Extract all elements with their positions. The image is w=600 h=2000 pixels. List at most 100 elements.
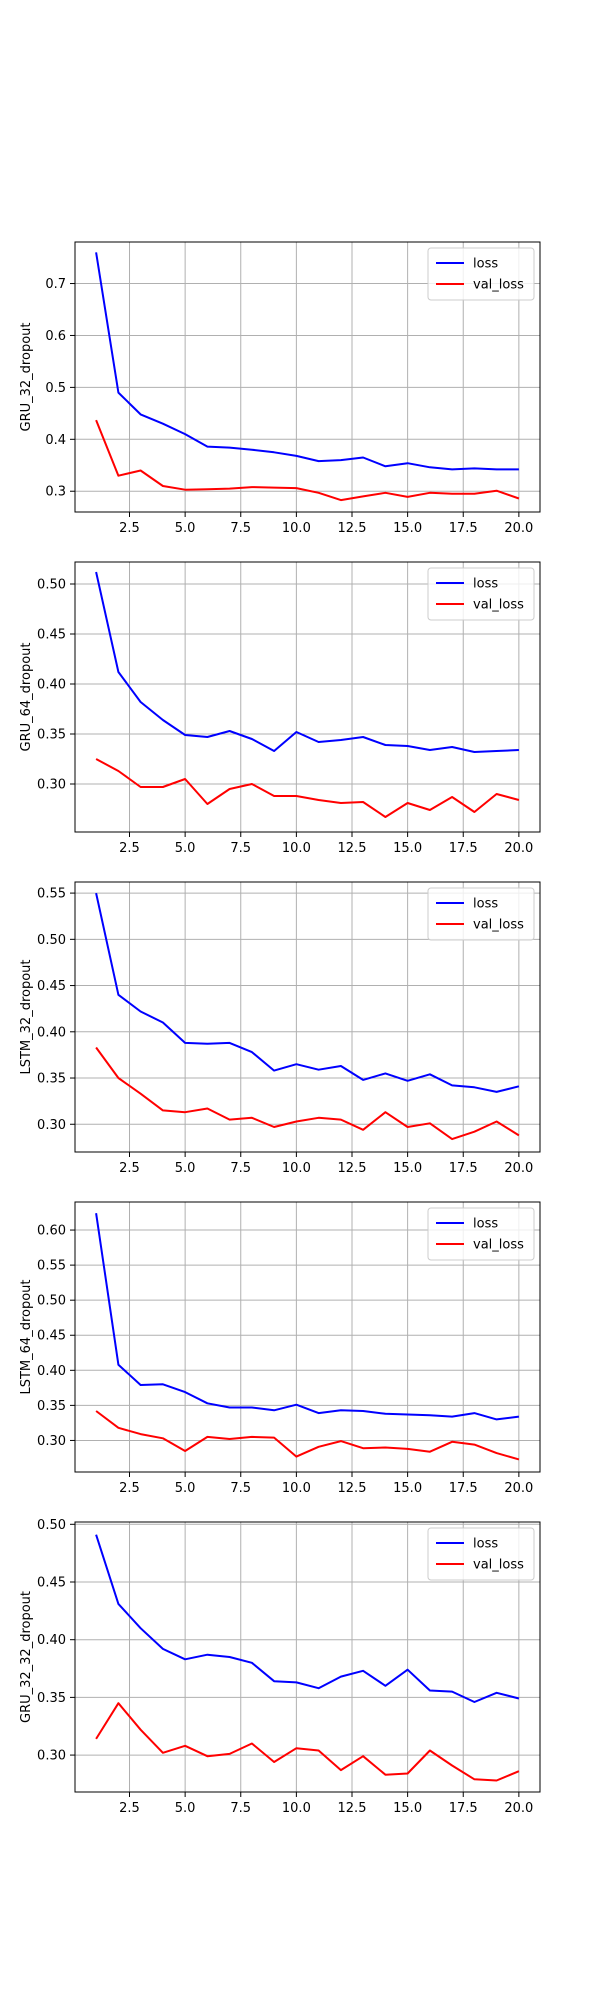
y-tick-label: 0.45 xyxy=(37,1576,66,1591)
x-tick-label: 20.0 xyxy=(504,1801,533,1816)
y-tick-label: 0.50 xyxy=(37,1518,66,1533)
y-tick-label: 0.35 xyxy=(37,1072,66,1087)
y-axis-title: GRU_32_dropout xyxy=(19,323,34,432)
y-tick-label: 0.3 xyxy=(45,485,66,500)
y-tick-label: 0.45 xyxy=(37,979,66,994)
series-line-val-loss xyxy=(95,1410,520,1461)
x-tick-label: 20.0 xyxy=(504,1161,533,1176)
series-line-val-loss xyxy=(95,758,520,818)
axes-frame xyxy=(74,561,541,833)
series-line-loss xyxy=(95,252,519,471)
chart-panel-3: 2.5 5.0 7.5 10.0 12.5 15.0 17.5 20.0 0.30 0.35 0.4… xyxy=(19,881,541,1176)
series-line-loss xyxy=(95,571,519,753)
y-tick-label: 0.50 xyxy=(37,933,66,948)
legend-label-loss: loss xyxy=(473,1217,498,1232)
x-tick-label: 10.0 xyxy=(282,521,311,536)
x-tick-label: 7.5 xyxy=(230,1801,251,1816)
legend-box xyxy=(427,247,535,301)
y-tick-label: 0.35 xyxy=(37,1691,66,1706)
x-tick-label: 7.5 xyxy=(230,1481,251,1496)
legend-label-loss: loss xyxy=(473,257,498,272)
legend: loss val_loss xyxy=(427,887,535,941)
x-tick-label: 2.5 xyxy=(119,1481,140,1496)
y-axis-title: GRU_64_dropout xyxy=(19,643,34,752)
y-axis-title: GRU_32_32_dropout xyxy=(19,1591,34,1723)
x-tick-label: 17.5 xyxy=(449,841,478,856)
legend-box xyxy=(427,1207,535,1261)
y-tick-label: 0.40 xyxy=(37,1633,66,1648)
x-tick-label: 2.5 xyxy=(119,841,140,856)
x-tick-label: 2.5 xyxy=(119,521,140,536)
legend-label-val-loss: val_loss xyxy=(473,598,524,613)
y-tick-label: 0.6 xyxy=(45,329,66,344)
x-tick-label: 15.0 xyxy=(393,521,422,536)
y-tick-label: 0.40 xyxy=(37,1025,66,1040)
y-tick-label: 0.50 xyxy=(37,578,66,593)
y-axis-title: LSTM_64_dropout xyxy=(19,1279,34,1394)
series-line-val-loss xyxy=(95,419,520,502)
y-tick-label: 0.30 xyxy=(37,1118,66,1133)
series-line-loss xyxy=(95,1213,520,1421)
series-line-loss xyxy=(95,1534,520,1703)
x-tick-label: 7.5 xyxy=(230,521,251,536)
y-tick-label: 0.7 xyxy=(45,277,66,292)
x-tick-label: 15.0 xyxy=(393,1481,422,1496)
x-tick-label: 12.5 xyxy=(338,841,367,856)
x-tick-label: 5.0 xyxy=(175,521,196,536)
y-tick-label: 0.4 xyxy=(45,433,66,448)
x-tick-label: 2.5 xyxy=(119,1161,140,1176)
legend-box xyxy=(427,887,535,941)
legend-label-loss: loss xyxy=(473,577,498,592)
axes-frame xyxy=(74,1201,541,1473)
y-tick-label: 0.5 xyxy=(45,381,66,396)
legend: loss val_loss xyxy=(427,247,535,301)
legend: loss val_loss xyxy=(427,1207,535,1261)
series-line-val-loss xyxy=(95,1046,520,1141)
legend: loss val_loss xyxy=(427,567,535,621)
x-tick-label: 12.5 xyxy=(338,1481,367,1496)
x-tick-label: 7.5 xyxy=(230,1161,251,1176)
x-tick-label: 12.5 xyxy=(338,521,367,536)
chart-panel-4: 2.5 5.0 7.5 10.0 12.5 15.0 17.5 20.0 0.30 0.35 0.4… xyxy=(19,1201,541,1496)
y-tick-label: 0.30 xyxy=(37,1434,66,1449)
legend-label-loss: loss xyxy=(473,897,498,912)
x-tick-label: 10.0 xyxy=(282,1801,311,1816)
x-tick-label: 12.5 xyxy=(338,1801,367,1816)
chart-panel-1: 2.5 5.0 7.5 10.0 12.5 15.0 17.5 20.0 0.3 0.4 0.5 0.… xyxy=(19,241,541,536)
x-tick-label: 12.5 xyxy=(338,1161,367,1176)
series-line-loss xyxy=(95,892,520,1093)
y-tick-label: 0.45 xyxy=(37,628,66,643)
x-tick-label: 10.0 xyxy=(282,1161,311,1176)
legend-label-val-loss: val_loss xyxy=(473,1238,524,1253)
axes-frame xyxy=(74,241,541,513)
y-tick-label: 0.30 xyxy=(37,778,66,793)
y-tick-label: 0.45 xyxy=(37,1329,66,1344)
x-tick-label: 17.5 xyxy=(449,521,478,536)
x-tick-label: 5.0 xyxy=(175,1161,196,1176)
y-tick-label: 0.35 xyxy=(37,1399,66,1414)
x-tick-label: 7.5 xyxy=(230,841,251,856)
legend-box xyxy=(427,567,535,621)
x-tick-label: 17.5 xyxy=(449,1161,478,1176)
legend: loss val_loss xyxy=(427,1527,535,1581)
legend-box xyxy=(427,1527,535,1581)
y-tick-label: 0.40 xyxy=(37,678,66,693)
legend-label-val-loss: val_loss xyxy=(473,278,524,293)
x-tick-label: 5.0 xyxy=(175,1481,196,1496)
chart-panel-2: 2.5 5.0 7.5 10.0 12.5 15.0 17.5 20.0 0.30 0.35 0.4… xyxy=(19,561,541,856)
x-tick-label: 17.5 xyxy=(449,1481,478,1496)
axes-frame xyxy=(74,881,541,1153)
x-tick-label: 10.0 xyxy=(282,841,311,856)
legend-label-val-loss: val_loss xyxy=(473,1558,524,1573)
series-line-val-loss xyxy=(95,1702,520,1782)
x-tick-label: 15.0 xyxy=(393,1801,422,1816)
x-tick-label: 17.5 xyxy=(449,1801,478,1816)
x-tick-label: 10.0 xyxy=(282,1481,311,1496)
x-tick-label: 15.0 xyxy=(393,841,422,856)
y-tick-label: 0.55 xyxy=(37,1259,66,1274)
x-tick-label: 5.0 xyxy=(175,841,196,856)
y-tick-label: 0.55 xyxy=(37,887,66,902)
x-tick-label: 5.0 xyxy=(175,1801,196,1816)
y-tick-label: 0.35 xyxy=(37,728,66,743)
